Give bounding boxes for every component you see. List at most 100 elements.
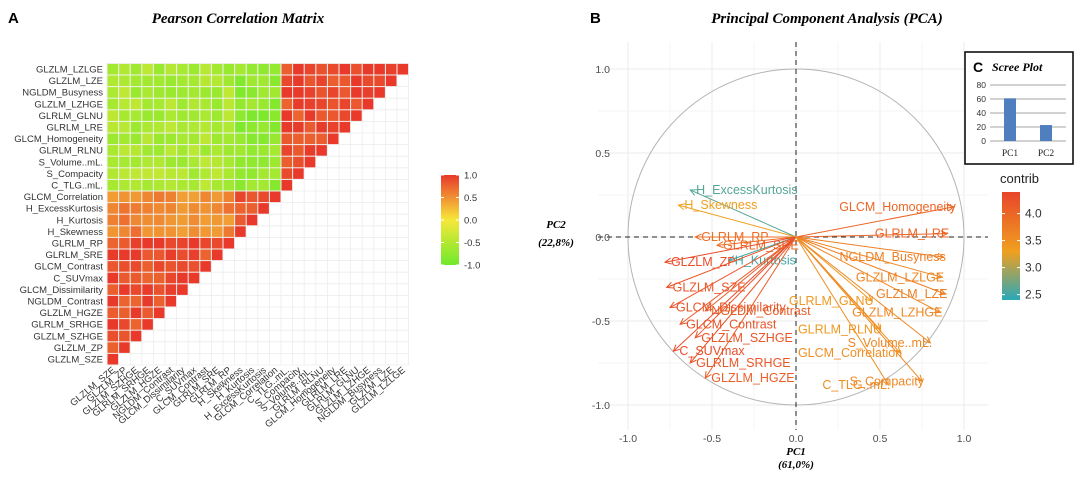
pca-vector-line — [795, 206, 955, 238]
heatmap-cell — [130, 87, 142, 98]
pca-vector-label: GLZLM_SZE — [673, 280, 746, 294]
pca-vector: GLRLM_LRE — [795, 227, 949, 241]
heatmap-ytick-label: GLCM_Correlation — [24, 192, 103, 203]
pca-xtick-label: 0.0 — [789, 433, 804, 445]
heatmap-cell — [211, 237, 223, 249]
heatmap-cell — [107, 353, 119, 365]
heatmap-ytick-label: S_Compacity — [47, 169, 104, 180]
heatmap-cell — [258, 168, 269, 179]
heatmap-cell — [165, 121, 177, 133]
heatmap-cell — [153, 226, 165, 237]
heatmap-ytick-label: GLZLM_SZHGE — [33, 331, 103, 342]
heatmap-cell — [119, 330, 130, 342]
heatmap-cell — [200, 156, 211, 168]
heatmap-cell — [107, 261, 119, 272]
heatmap-cell — [130, 237, 142, 249]
heatmap-cell — [258, 121, 269, 133]
pca-vector: C_TLG..mL. — [795, 236, 890, 392]
heatmap-cell — [281, 156, 293, 168]
scree-title: Scree Plot — [992, 60, 1043, 74]
heatmap-cell — [235, 168, 246, 179]
pca-vector-label: GLRLM_LRE — [875, 227, 949, 241]
heatmap-cell — [327, 75, 339, 87]
heatmap-cell — [130, 179, 142, 191]
pca-ytick-label: 0.0 — [595, 232, 610, 244]
heatmap-cell — [119, 179, 130, 191]
heatmap-cell — [130, 203, 142, 214]
pca-vector-label: GLZLM_HGZE — [711, 371, 794, 385]
pca-arrowhead — [665, 281, 674, 289]
pca-vector-line — [704, 236, 797, 379]
heatmap-cell — [351, 110, 362, 121]
heatmap-y-axis: GLZLM_SZEGLZLM_ZPGLZLM_SZHGEGLRLM_SRHGEG… — [14, 65, 103, 366]
heatmap-cell — [200, 261, 211, 272]
heatmap-cell — [188, 179, 200, 191]
heatmap-cell — [119, 226, 130, 237]
heatmap-cell — [177, 284, 188, 295]
heatmap-cell — [107, 226, 119, 237]
heatmap-cell — [223, 179, 235, 191]
heatmap-cell — [119, 203, 130, 214]
heatmap-cell — [200, 98, 211, 110]
heatmap-cell — [153, 214, 165, 226]
pca-vector-label: C_TLG..mL. — [822, 378, 890, 392]
heatmap-cell — [130, 63, 142, 75]
heatmap-cell — [246, 179, 258, 191]
heatmap-cell — [130, 110, 142, 121]
pca-vector: GLZLM_SZHGE — [694, 236, 797, 345]
heatmap-cell — [200, 75, 211, 87]
panel-a-letter: A — [8, 10, 19, 27]
heatmap-ytick-label: GLZLM_LZHGE — [34, 99, 103, 110]
heatmap-cell — [107, 133, 119, 145]
heatmap-cell — [304, 63, 316, 75]
heatmap-cell — [339, 63, 351, 75]
heatmap-cell — [281, 98, 293, 110]
heatmap-cell — [235, 75, 246, 87]
heatmap-cell — [339, 75, 351, 87]
heatmap-cell — [211, 145, 223, 156]
pca-xlabel-pct: (61,0%) — [778, 459, 814, 471]
heatmap-cell — [119, 98, 130, 110]
heatmap-cell — [130, 98, 142, 110]
heatmap-cell — [177, 179, 188, 191]
heatmap-cell — [188, 145, 200, 156]
heatmap-cell — [142, 110, 153, 121]
pca-vector-line — [795, 233, 948, 238]
heatmap-cell — [177, 145, 188, 156]
heatmap-cell — [107, 63, 119, 75]
heatmap-cell — [130, 261, 142, 272]
heatmap-cell — [130, 191, 142, 203]
pca-vector-line — [795, 236, 889, 386]
pca-vector-label: S_Volume..mL. — [848, 336, 933, 350]
heatmap-cell — [119, 295, 130, 307]
heatmap-cell — [188, 121, 200, 133]
heatmap-ytick-label: H_Kurtosis — [57, 215, 104, 226]
heatmap-cell — [397, 63, 409, 75]
heatmap-cell — [165, 284, 177, 295]
heatmap-ytick-label: GLZLM_LZLGE — [36, 65, 103, 76]
heatmap-cell — [130, 133, 142, 145]
heatmap-cell — [211, 75, 223, 87]
heatmap-cell — [211, 249, 223, 261]
pca-vector-line — [669, 236, 797, 308]
heatmap-cell — [235, 98, 246, 110]
heatmap-cell — [142, 179, 153, 191]
heatmap-cell — [223, 75, 235, 87]
heatmap-cell — [107, 319, 119, 330]
heatmap-cell — [153, 249, 165, 261]
heatmap-ytick-label: S_Volume..mL. — [39, 157, 103, 168]
heatmap-cell — [130, 75, 142, 87]
heatmap-cell — [211, 133, 223, 145]
heatmap-cell — [304, 145, 316, 156]
heatmap-cell — [235, 191, 246, 203]
pca-arrowhead — [923, 336, 932, 344]
heatmap-cell — [130, 319, 142, 330]
pca-vector: GLCM_Homogeneity — [795, 200, 957, 238]
heatmap-cell — [223, 237, 235, 249]
heatmap-cell — [235, 121, 246, 133]
heatmap-cell — [130, 168, 142, 179]
heatmap-cell — [281, 63, 293, 75]
heatmap-cell — [235, 87, 246, 98]
heatmap-cell — [107, 75, 119, 87]
